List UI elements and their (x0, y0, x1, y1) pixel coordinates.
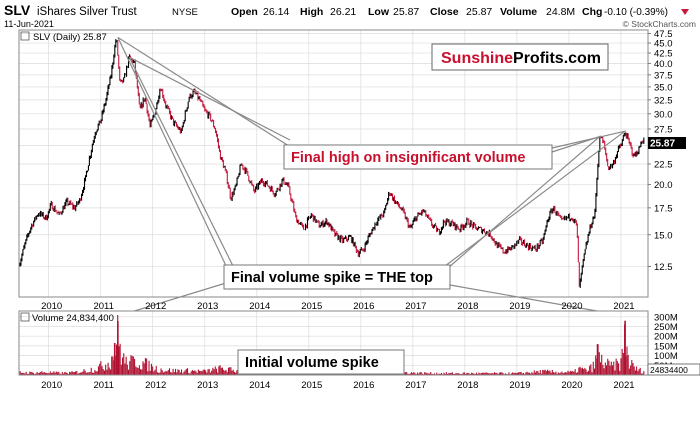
price-axis: 12.515.017.520.022.525.027.530.032.535.0… (648, 29, 673, 273)
callout-line (117, 37, 229, 271)
price-tick-label: 42.5 (654, 49, 673, 60)
price-tick-label: 17.5 (654, 203, 673, 214)
exchange-label: NYSE (172, 7, 198, 18)
price-x-tick-label: 2015 (301, 301, 322, 312)
price-tick-label: 35.0 (654, 82, 673, 93)
volume-label: Volume (500, 6, 537, 18)
volume-x-tick-label: 2021 (613, 380, 634, 391)
price-tick-label: 22.5 (654, 160, 673, 171)
volume-tick-label: 250M (654, 322, 678, 333)
volume-x-tick-label: 2020 (561, 380, 582, 391)
ohlc-low-label: Low (368, 6, 390, 18)
price-x-tick-label: 2012 (145, 301, 166, 312)
ohlc-open-value: 26.14 (263, 6, 289, 18)
ohlc-close-label: Close (430, 6, 459, 18)
annotation-final-volume: Final volume spike = THE top (231, 270, 433, 286)
price-tick-label: 37.5 (654, 70, 673, 81)
callout-line (447, 135, 601, 269)
volume-legend: Volume 24,834,400 (32, 313, 114, 324)
copyright-notice: © StockCharts.com (623, 19, 696, 29)
ticker-symbol: SLV (4, 2, 31, 18)
price-tick-label: 12.5 (654, 262, 673, 273)
chart-date: 11-Jun-2021 (4, 19, 54, 29)
down-arrow-icon (681, 9, 689, 15)
volume-x-axis: 2010 2011 2012 2013 2014 2015 2016 2017 2018 2019… (41, 380, 634, 391)
price-x-tick-label: 2016 (353, 301, 374, 312)
volume-x-tick-label: 2014 (249, 380, 270, 391)
callout-line (444, 131, 624, 267)
volume-axis: 50M100M150M200M250M300M (654, 312, 678, 371)
volume-tick-label: 100M (654, 351, 678, 362)
volume-x-tick-label: 2018 (457, 380, 478, 391)
price-tick-label: 47.5 (654, 29, 673, 40)
price-x-axis: 2010 2011 2012 2013 2014 2015 2016 2017 2018 2019… (41, 301, 634, 312)
volume-tick-label: 150M (654, 341, 678, 352)
volume-x-tick-label: 2017 (405, 380, 426, 391)
price-tick-label: 30.0 (654, 109, 673, 120)
volume-legend-swatch-icon (20, 312, 30, 322)
ohlc-close-value: 25.87 (466, 6, 492, 18)
callout-line (551, 130, 627, 149)
annotation-final-volume-box (223, 264, 451, 290)
legend-swatch-icon (20, 31, 30, 41)
price-tick-label: 32.5 (654, 95, 673, 106)
last-volume-box (647, 363, 700, 376)
price-tick-label: 27.5 (654, 125, 673, 136)
price-x-tick-label: 2010 (41, 301, 62, 312)
ohlc-open-label: Open (231, 6, 258, 18)
volume-value: 24.8M (546, 6, 575, 18)
annotation-initial-volume: Initial volume spike (245, 355, 379, 371)
volume-x-tick-label: 2016 (353, 380, 374, 391)
brand-logo-box (431, 43, 609, 71)
callout-line (128, 56, 234, 267)
volume-x-tick-label: 2019 (509, 380, 530, 391)
price-panel-border (18, 29, 649, 298)
price-tick-label: 40.0 (654, 59, 673, 70)
security-name: iShares Silver Trust (37, 6, 138, 18)
price-tick-label: 15.0 (654, 230, 673, 241)
change-label: Chg (582, 6, 602, 18)
price-x-tick-label: 2020 (561, 301, 582, 312)
price-x-tick-label: 2019 (509, 301, 530, 312)
price-x-tick-label: 2014 (249, 301, 270, 312)
price-x-tick-label: 2011 (93, 301, 113, 312)
change-value: -0.10 (-0.39%) (604, 7, 668, 18)
price-x-tick-label: 2021 (613, 301, 634, 312)
price-bars (19, 39, 645, 288)
ohlc-high-label: High (300, 6, 323, 18)
volume-panel-border (18, 310, 649, 376)
price-x-tick-label: 2013 (197, 301, 218, 312)
price-tick-label: 20.0 (654, 180, 673, 191)
annotation-final-high-box (283, 144, 553, 170)
volume-x-tick-label: 2010 (41, 380, 62, 391)
volume-tick-label: 300M (654, 312, 678, 323)
ohlc-low-value: 25.87 (393, 6, 419, 18)
last-price-box (648, 137, 686, 149)
annotation-final-high: Final high on insignificant volume (291, 150, 525, 166)
brand-logo: SunshineProfits.com (441, 50, 601, 67)
price-tick-label: 45.0 (654, 39, 673, 50)
volume-x-tick-label: 2015 (301, 380, 322, 391)
last-volume-value: 24834400 (650, 365, 688, 375)
price-x-tick-label: 2018 (457, 301, 478, 312)
callout-line (129, 56, 291, 141)
volume-x-tick-label: 2012 (145, 380, 166, 391)
price-legend: SLV (Daily) 25.87 (33, 32, 107, 43)
callout-line (117, 36, 293, 149)
price-x-tick-label: 2017 (405, 301, 426, 312)
ohlc-high-value: 26.21 (330, 6, 356, 18)
annotation-initial-volume-box (237, 349, 405, 375)
volume-x-tick-label: 2011 (93, 380, 113, 391)
volume-tick-label: 200M (654, 332, 678, 343)
last-price-value: 25.87 (650, 139, 675, 150)
volume-x-tick-label: 2013 (197, 380, 218, 391)
